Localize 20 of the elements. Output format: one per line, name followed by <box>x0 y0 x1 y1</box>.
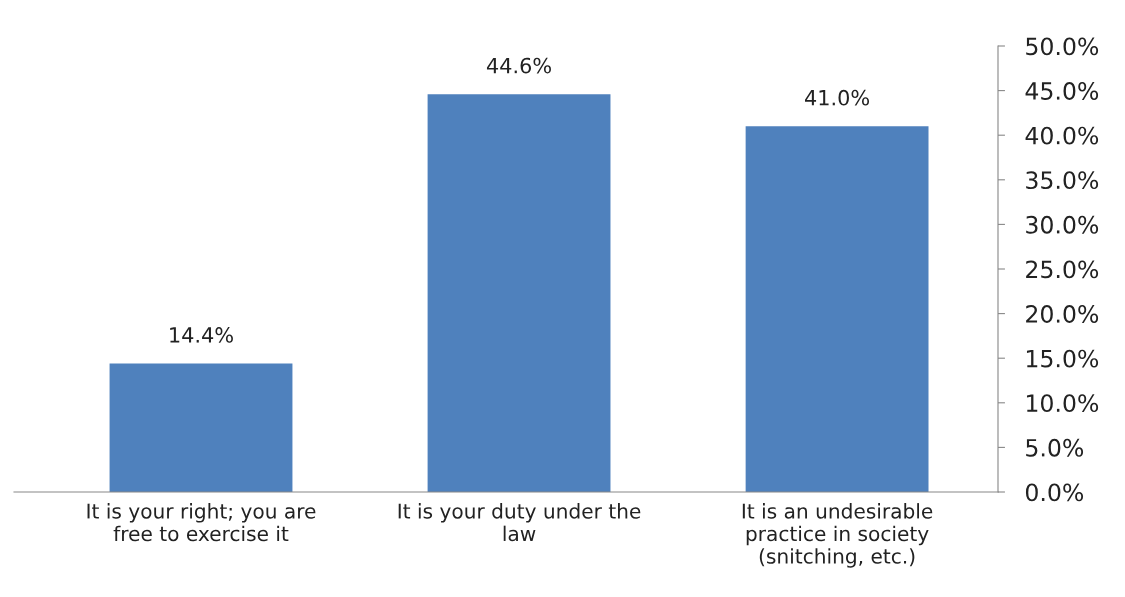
y-tick-label: 30.0% <box>1026 215 1099 234</box>
bar <box>427 94 611 492</box>
y-tick-label: 50.0% <box>1026 37 1099 56</box>
y-tick-label: 40.0% <box>1025 126 1099 145</box>
y-tick-label: 35.0% <box>1026 171 1099 190</box>
y-tick-label: 45.0% <box>1025 82 1099 100</box>
y-tick-label: 5.0% <box>1026 438 1084 457</box>
y-tick-label: 15.0% <box>1026 349 1099 368</box>
y-tick-label: 20.0% <box>1026 305 1099 323</box>
y-tick-label: 25.0% <box>1026 260 1099 279</box>
y-tick-label: 0.0% <box>1025 483 1084 502</box>
x-tick-label: It is an undesirable practice in society (snitching, etc.) <box>742 503 933 568</box>
data-label: 41.0% <box>805 89 870 106</box>
bar <box>109 363 293 492</box>
data-label: 44.6% <box>486 57 551 74</box>
x-tick-label: It is your right; you are free to exercise it <box>87 503 316 542</box>
x-tick-label: It is your duty under the law <box>398 503 641 542</box>
bar <box>745 126 929 492</box>
data-label: 14.4% <box>170 327 233 343</box>
y-tick-label: 10.0% <box>1026 394 1099 413</box>
